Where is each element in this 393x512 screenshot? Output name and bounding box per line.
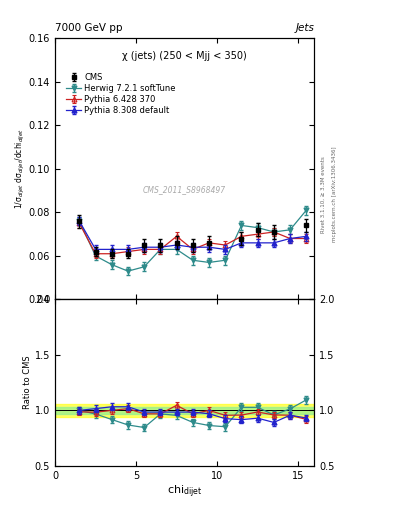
Text: CMS_2011_S8968497: CMS_2011_S8968497 xyxy=(143,185,226,194)
Text: Jets: Jets xyxy=(296,23,314,33)
Text: 7000 GeV pp: 7000 GeV pp xyxy=(55,23,123,33)
Bar xyxy=(55,404,314,417)
Legend: CMS, Herwig 7.2.1 softTune, Pythia 6.428 370, Pythia 8.308 default: CMS, Herwig 7.2.1 softTune, Pythia 6.428… xyxy=(64,71,178,117)
Text: χ (jets) (250 < Mjj < 350): χ (jets) (250 < Mjj < 350) xyxy=(122,51,247,61)
Text: Rivet 3.1.10, ≥ 3.3M events: Rivet 3.1.10, ≥ 3.3M events xyxy=(320,156,325,233)
Y-axis label: 1/σ$_{dijet}$ dσ$_{dijet}$/dchi$_{dijet}$: 1/σ$_{dijet}$ dσ$_{dijet}$/dchi$_{dijet}… xyxy=(14,129,27,209)
Bar xyxy=(55,407,314,414)
Y-axis label: Ratio to CMS: Ratio to CMS xyxy=(23,356,32,410)
X-axis label: chi$_\mathregular{dijet}$: chi$_\mathregular{dijet}$ xyxy=(167,483,202,500)
Text: mcplots.cern.ch [arXiv:1306.3436]: mcplots.cern.ch [arXiv:1306.3436] xyxy=(332,147,337,242)
